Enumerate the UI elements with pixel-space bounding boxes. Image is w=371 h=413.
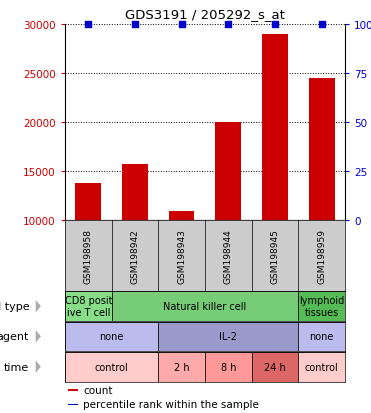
Point [225, 21, 231, 28]
Bar [252, 352, 298, 382]
Bar [158, 322, 298, 351]
Bar [298, 352, 345, 382]
Text: lymphoid
tissues: lymphoid tissues [299, 296, 344, 317]
Text: 24 h: 24 h [264, 362, 286, 372]
Text: CD8 posit
ive T cell: CD8 posit ive T cell [65, 296, 112, 317]
Bar [262, 35, 288, 221]
Text: GSM198943: GSM198943 [177, 229, 186, 283]
Text: control: control [95, 362, 128, 372]
Bar [298, 322, 345, 351]
Text: count: count [83, 385, 113, 395]
Bar [216, 123, 241, 221]
Polygon shape [36, 361, 41, 373]
Bar [65, 322, 158, 351]
Text: GSM198944: GSM198944 [224, 229, 233, 283]
Text: control: control [305, 362, 339, 372]
Text: agent: agent [0, 332, 29, 342]
Text: IL-2: IL-2 [219, 332, 237, 342]
Bar [298, 292, 345, 321]
Text: GSM198958: GSM198958 [84, 229, 93, 283]
Polygon shape [36, 300, 41, 313]
Text: cell type: cell type [0, 301, 29, 311]
Text: GSM198959: GSM198959 [317, 229, 326, 283]
Text: GSM198945: GSM198945 [270, 229, 279, 283]
Text: none: none [309, 332, 334, 342]
Text: percentile rank within the sample: percentile rank within the sample [83, 399, 259, 409]
Text: none: none [99, 332, 124, 342]
Bar [158, 352, 205, 382]
Bar [68, 389, 78, 391]
Text: 2 h: 2 h [174, 362, 190, 372]
Bar [112, 292, 298, 321]
Point [179, 21, 185, 28]
Text: Natural killer cell: Natural killer cell [163, 301, 247, 311]
Point [272, 21, 278, 28]
Bar [75, 184, 101, 221]
Bar [309, 79, 335, 221]
Bar [205, 352, 252, 382]
Text: 8 h: 8 h [221, 362, 236, 372]
Title: GDS3191 / 205292_s_at: GDS3191 / 205292_s_at [125, 8, 285, 21]
Bar [65, 352, 158, 382]
Bar [65, 292, 112, 321]
Text: GSM198942: GSM198942 [131, 229, 139, 283]
Point [132, 21, 138, 28]
Bar [169, 211, 194, 221]
Bar [68, 404, 78, 405]
Bar [122, 165, 148, 221]
Point [85, 21, 91, 28]
Text: time: time [4, 362, 29, 372]
Point [319, 21, 325, 28]
Polygon shape [36, 330, 41, 343]
